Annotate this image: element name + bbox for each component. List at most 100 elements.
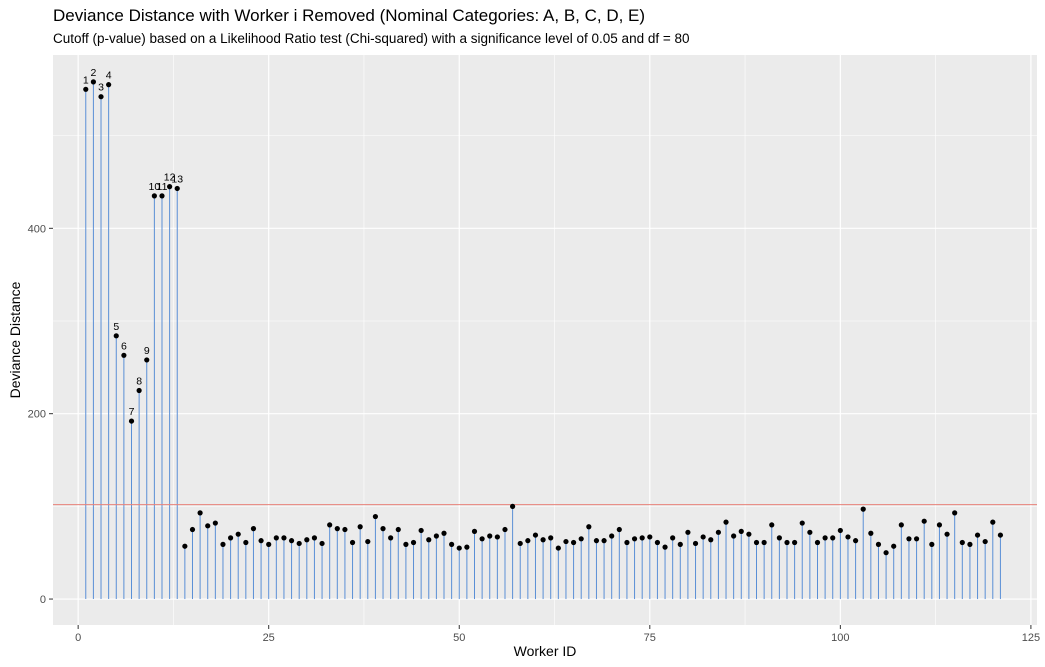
data-point-56 xyxy=(502,526,508,533)
x-tick-label: 25 xyxy=(263,632,275,644)
point-label-11: 11 xyxy=(157,181,168,193)
data-point-32 xyxy=(319,540,325,547)
data-point-37 xyxy=(357,524,363,530)
data-point-95 xyxy=(799,520,805,526)
x-tick-label: 50 xyxy=(453,632,465,644)
data-point-102 xyxy=(852,538,859,544)
x-axis-ticks: 0 25 50 75 100 125 xyxy=(75,625,1040,644)
data-point-84 xyxy=(715,529,722,535)
data-point-93 xyxy=(784,539,790,546)
data-point-120 xyxy=(990,519,996,525)
data-point-73 xyxy=(631,536,638,542)
data-point-82 xyxy=(700,534,706,540)
data-point-10 xyxy=(151,193,157,199)
data-point-101 xyxy=(845,534,851,540)
stems xyxy=(85,81,1001,600)
x-tick-label: 75 xyxy=(644,632,656,644)
point-label-3: 3 xyxy=(98,82,104,94)
data-point-11 xyxy=(159,193,165,199)
data-point-23 xyxy=(250,526,257,532)
data-point-2 xyxy=(90,79,96,85)
data-point-71 xyxy=(616,526,622,533)
data-point-81 xyxy=(692,540,699,547)
data-point-40 xyxy=(380,526,386,532)
data-point-91 xyxy=(769,522,775,528)
data-point-117 xyxy=(967,541,973,547)
data-point-28 xyxy=(288,538,295,544)
data-point-63 xyxy=(555,545,561,551)
data-point-96 xyxy=(807,529,813,535)
y-tick-label: 0 xyxy=(40,594,46,606)
data-point-6 xyxy=(121,352,127,358)
data-point-66 xyxy=(578,536,584,542)
data-point-48 xyxy=(441,530,447,536)
data-point-61 xyxy=(540,537,546,543)
data-point-83 xyxy=(708,537,714,543)
data-point-90 xyxy=(761,539,767,546)
data-point-115 xyxy=(952,510,958,516)
point-label-5: 5 xyxy=(113,321,119,333)
point-label-12: 12 xyxy=(164,172,176,184)
major-gridlines xyxy=(53,55,1037,625)
data-point-94 xyxy=(792,539,798,546)
y-tick-label: 200 xyxy=(28,409,46,421)
data-point-100 xyxy=(837,527,843,534)
data-point-70 xyxy=(609,533,615,539)
data-point-19 xyxy=(220,541,226,547)
point-label-13: 13 xyxy=(171,173,183,185)
point-label-9: 9 xyxy=(144,345,150,357)
data-point-30 xyxy=(304,537,310,543)
data-point-1 xyxy=(83,86,89,92)
chart-subtitle: Cutoff (p-value) based on a Likelihood R… xyxy=(53,31,690,46)
data-point-4 xyxy=(106,82,112,88)
data-point-9 xyxy=(144,357,150,363)
data-point-98 xyxy=(822,535,828,541)
data-point-116 xyxy=(959,539,965,546)
data-point-46 xyxy=(426,537,432,543)
data-point-5 xyxy=(113,333,119,339)
data-point-39 xyxy=(372,513,379,520)
data-point-109 xyxy=(906,536,912,542)
data-point-14 xyxy=(182,543,188,549)
data-point-97 xyxy=(814,539,821,546)
data-point-104 xyxy=(868,530,874,536)
data-point-119 xyxy=(982,538,988,545)
data-point-88 xyxy=(746,531,752,537)
data-point-114 xyxy=(944,531,950,537)
data-point-78 xyxy=(670,535,676,541)
data-point-75 xyxy=(647,534,653,540)
data-point-7 xyxy=(128,418,135,424)
data-point-74 xyxy=(639,535,645,541)
data-point-52 xyxy=(471,528,478,534)
point-label-2: 2 xyxy=(90,67,96,79)
data-point-76 xyxy=(654,539,661,546)
data-point-53 xyxy=(479,536,485,542)
data-point-67 xyxy=(586,524,592,530)
data-point-112 xyxy=(929,541,935,547)
data-point-68 xyxy=(593,538,600,544)
data-point-18 xyxy=(212,520,218,526)
data-point-79 xyxy=(677,541,683,547)
data-point-38 xyxy=(365,538,371,545)
data-point-49 xyxy=(449,541,455,547)
x-tick-label: 0 xyxy=(75,632,81,644)
data-point-118 xyxy=(974,532,981,538)
data-point-34 xyxy=(334,526,340,532)
data-point-89 xyxy=(753,539,760,546)
point-label-6: 6 xyxy=(121,340,127,352)
data-point-99 xyxy=(830,535,836,541)
data-point-24 xyxy=(258,538,264,544)
data-point-50 xyxy=(456,545,462,551)
data-point-16 xyxy=(197,510,203,516)
data-point-8 xyxy=(136,387,142,394)
data-point-60 xyxy=(532,532,539,538)
data-points xyxy=(83,79,1004,556)
data-point-65 xyxy=(570,539,577,546)
data-point-25 xyxy=(266,541,272,547)
point-label-8: 8 xyxy=(136,376,142,388)
data-point-121 xyxy=(997,532,1004,538)
data-point-64 xyxy=(563,538,569,545)
y-tick-label: 400 xyxy=(28,223,46,235)
data-point-27 xyxy=(281,535,287,541)
